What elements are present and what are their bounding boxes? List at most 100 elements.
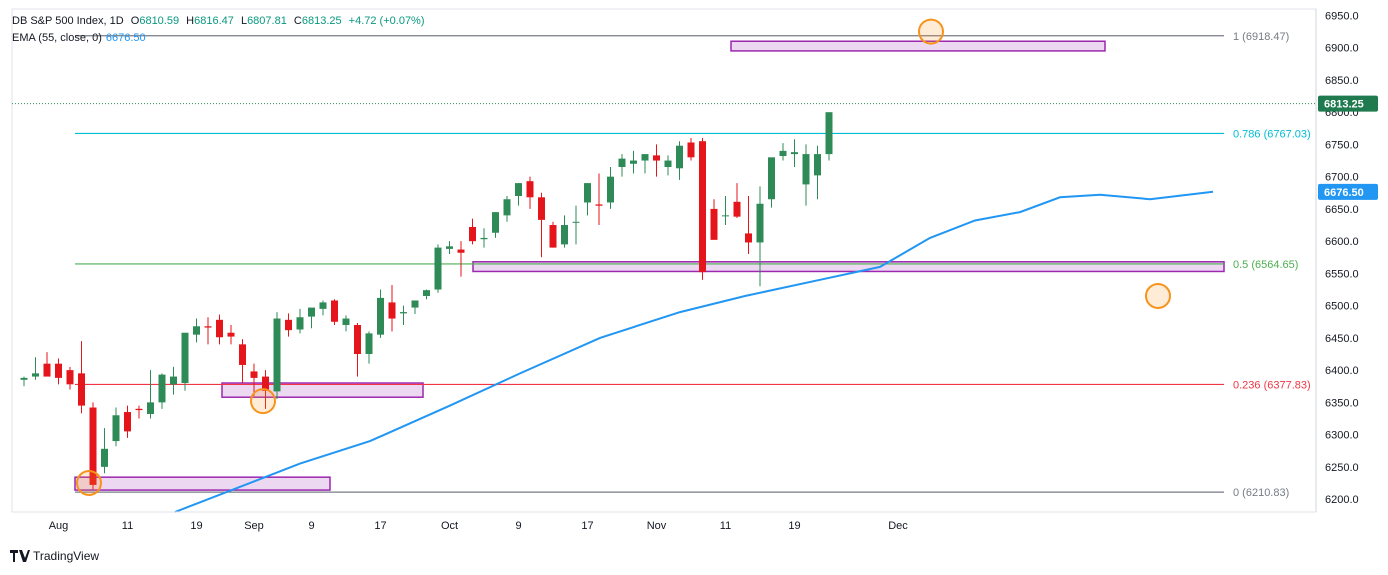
candle-body	[78, 373, 85, 406]
candle-body	[779, 150, 787, 157]
candle-body	[55, 363, 62, 378]
candle-body	[480, 237, 488, 240]
time-axis[interactable]: Aug 11 19 Sep 9 17 Oct 9 17 Nov 11 19 Dec	[12, 511, 1316, 532]
candle-23	[285, 313, 292, 337]
fib-label-2: 0.5 (6564.65)	[1233, 259, 1298, 271]
candle-body	[825, 112, 833, 155]
candle-body	[227, 332, 235, 337]
open-label: O	[130, 15, 140, 27]
candle-body	[32, 373, 39, 377]
candle-body	[20, 377, 28, 380]
candle-59	[699, 137, 706, 280]
candle-56	[664, 155, 672, 176]
candle-body	[710, 208, 718, 240]
candle-15	[193, 318, 200, 343]
candle-body	[411, 300, 419, 308]
candle-13	[170, 366, 177, 395]
candle-31	[377, 289, 384, 338]
candle-58	[687, 137, 695, 161]
price-tick-label: 6750.0	[1325, 139, 1359, 151]
candle-63	[745, 196, 752, 255]
candle-44	[526, 176, 534, 209]
candle-28	[342, 315, 350, 332]
ohlc-row: DB S&P 500 Index, 1D O6810.59 H6816.47 L…	[12, 13, 425, 30]
time-tick-label: 19	[788, 520, 800, 532]
candle-body	[216, 319, 223, 338]
price-tick-label: 6850.0	[1325, 75, 1359, 87]
candle-body	[607, 176, 614, 203]
candle-body	[538, 197, 545, 220]
candle-body	[618, 158, 626, 167]
candle-61	[722, 196, 729, 226]
candle-body	[423, 290, 430, 296]
candle-25	[308, 307, 315, 329]
candle-55	[653, 144, 660, 177]
pivot-circle-1	[250, 388, 276, 415]
candle-body	[388, 302, 396, 319]
candle-body	[181, 332, 189, 384]
candle-body	[641, 154, 649, 161]
candle-7	[101, 428, 108, 474]
price-tick-label: 6500.0	[1325, 301, 1359, 313]
pivot-circle-2	[918, 18, 944, 45]
candle-body	[745, 233, 752, 243]
candle-series	[20, 112, 833, 490]
time-tick-label: 17	[581, 520, 593, 532]
candle-10	[135, 405, 143, 419]
candle-body	[687, 142, 695, 158]
price-tick-label: 6550.0	[1325, 268, 1359, 280]
price-tick-label: 6600.0	[1325, 236, 1359, 248]
candle-20	[250, 363, 258, 396]
time-tick-label: 9	[515, 520, 521, 532]
price-tick-label: 6950.0	[1325, 10, 1359, 22]
symbol-title[interactable]: DB S&P 500 Index, 1D	[12, 15, 124, 27]
candle-body	[457, 249, 465, 253]
candle-36	[434, 244, 442, 293]
candle-body	[503, 199, 511, 216]
price-axis[interactable]: 6200.0 6250.0 6300.0 6350.0 6400.0 6450.0 6500…	[1325, 10, 1359, 506]
candle-3	[55, 358, 62, 385]
candle-65	[768, 157, 775, 208]
price-tick-label: 6400.0	[1325, 365, 1359, 377]
tradingview-footer[interactable]: TradingView	[10, 549, 99, 563]
candle-body	[239, 344, 246, 365]
candle-35	[423, 289, 430, 300]
candle-17	[216, 314, 223, 345]
time-tick-label: 19	[190, 520, 202, 532]
candle-body	[699, 141, 706, 273]
time-tick-label: 17	[374, 520, 386, 532]
candle-body	[756, 203, 764, 243]
candle-47	[561, 215, 568, 248]
candle-39	[469, 218, 476, 245]
chart-legend: DB S&P 500 Index, 1D O6810.59 H6816.47 L…	[12, 13, 425, 47]
candle-body	[193, 326, 200, 335]
candle-49	[584, 183, 591, 216]
candle-33	[400, 305, 407, 325]
candle-8	[112, 407, 120, 447]
candle-19	[239, 339, 246, 384]
candle-body	[802, 154, 810, 185]
candle-26	[319, 300, 327, 316]
candle-11	[147, 370, 154, 419]
candle-body	[595, 204, 603, 206]
candle-body	[43, 363, 51, 377]
support-zone-1	[472, 261, 1225, 273]
price-tick-label: 6300.0	[1325, 430, 1359, 442]
candle-46	[549, 221, 557, 248]
candle-54	[641, 154, 649, 174]
ema-label[interactable]: EMA (55, close, 0)	[12, 32, 102, 44]
candle-69	[814, 145, 821, 200]
brand-name: TradingView	[33, 549, 100, 563]
close-value: 6813.25	[301, 15, 342, 27]
candle-32	[388, 285, 396, 332]
candle-body	[791, 152, 798, 155]
candle-37	[446, 241, 453, 255]
candle-12	[158, 373, 166, 409]
fib-levels: 1 (6918.47) 0.786 (6767.03) 0.5 (6564.65) 0…	[12, 31, 1316, 499]
candle-66	[779, 143, 787, 161]
candle-body	[331, 300, 338, 322]
candle-body	[273, 318, 281, 392]
ema-value: 6676.50	[105, 32, 146, 44]
pivot-markers	[76, 18, 1171, 496]
